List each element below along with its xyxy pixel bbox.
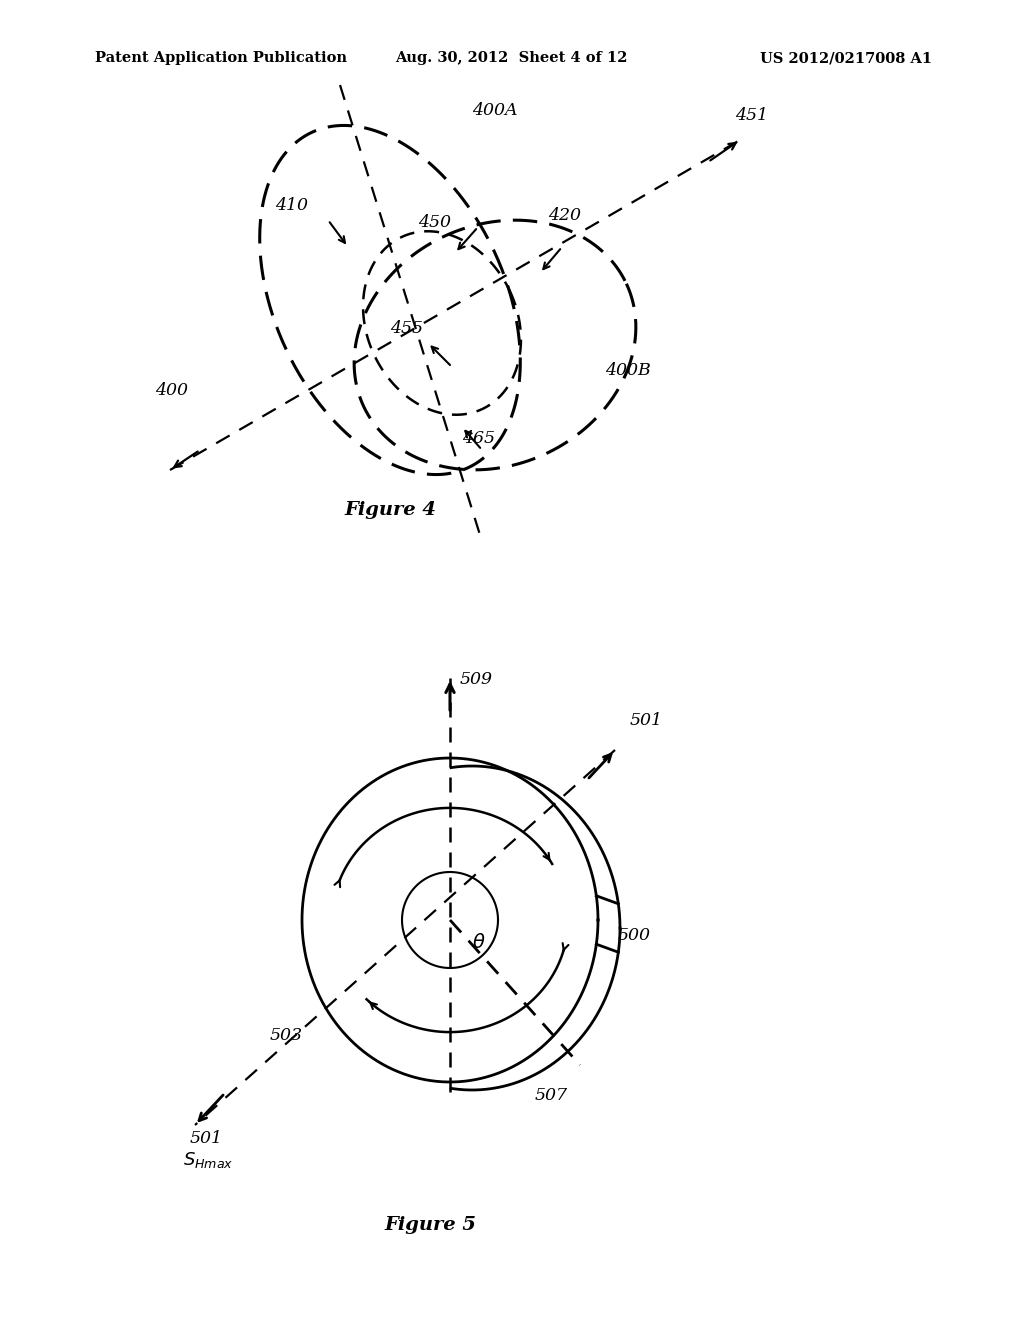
Text: Aug. 30, 2012  Sheet 4 of 12: Aug. 30, 2012 Sheet 4 of 12 bbox=[395, 51, 628, 65]
Text: US 2012/0217008 A1: US 2012/0217008 A1 bbox=[760, 51, 932, 65]
Text: 503: 503 bbox=[270, 1027, 303, 1044]
Text: 501: 501 bbox=[630, 711, 663, 729]
Text: 507: 507 bbox=[535, 1086, 568, 1104]
Text: 400B: 400B bbox=[605, 362, 650, 379]
Text: 501: 501 bbox=[190, 1130, 223, 1147]
Text: 400A: 400A bbox=[472, 102, 517, 119]
Text: $\theta$: $\theta$ bbox=[472, 933, 485, 952]
Text: 451: 451 bbox=[735, 107, 768, 124]
Text: Patent Application Publication: Patent Application Publication bbox=[95, 51, 347, 65]
Text: 509: 509 bbox=[460, 672, 493, 689]
Text: Figure 4: Figure 4 bbox=[344, 502, 436, 519]
Text: 450: 450 bbox=[418, 214, 451, 231]
Text: 420: 420 bbox=[548, 207, 581, 224]
Text: 455: 455 bbox=[390, 319, 423, 337]
Text: Figure 5: Figure 5 bbox=[384, 1216, 476, 1234]
Text: 410: 410 bbox=[275, 197, 308, 214]
Text: 400: 400 bbox=[155, 381, 188, 399]
Text: $S_{Hmax}$: $S_{Hmax}$ bbox=[183, 1150, 233, 1170]
Text: 500: 500 bbox=[618, 927, 651, 944]
Text: 465: 465 bbox=[462, 430, 495, 447]
